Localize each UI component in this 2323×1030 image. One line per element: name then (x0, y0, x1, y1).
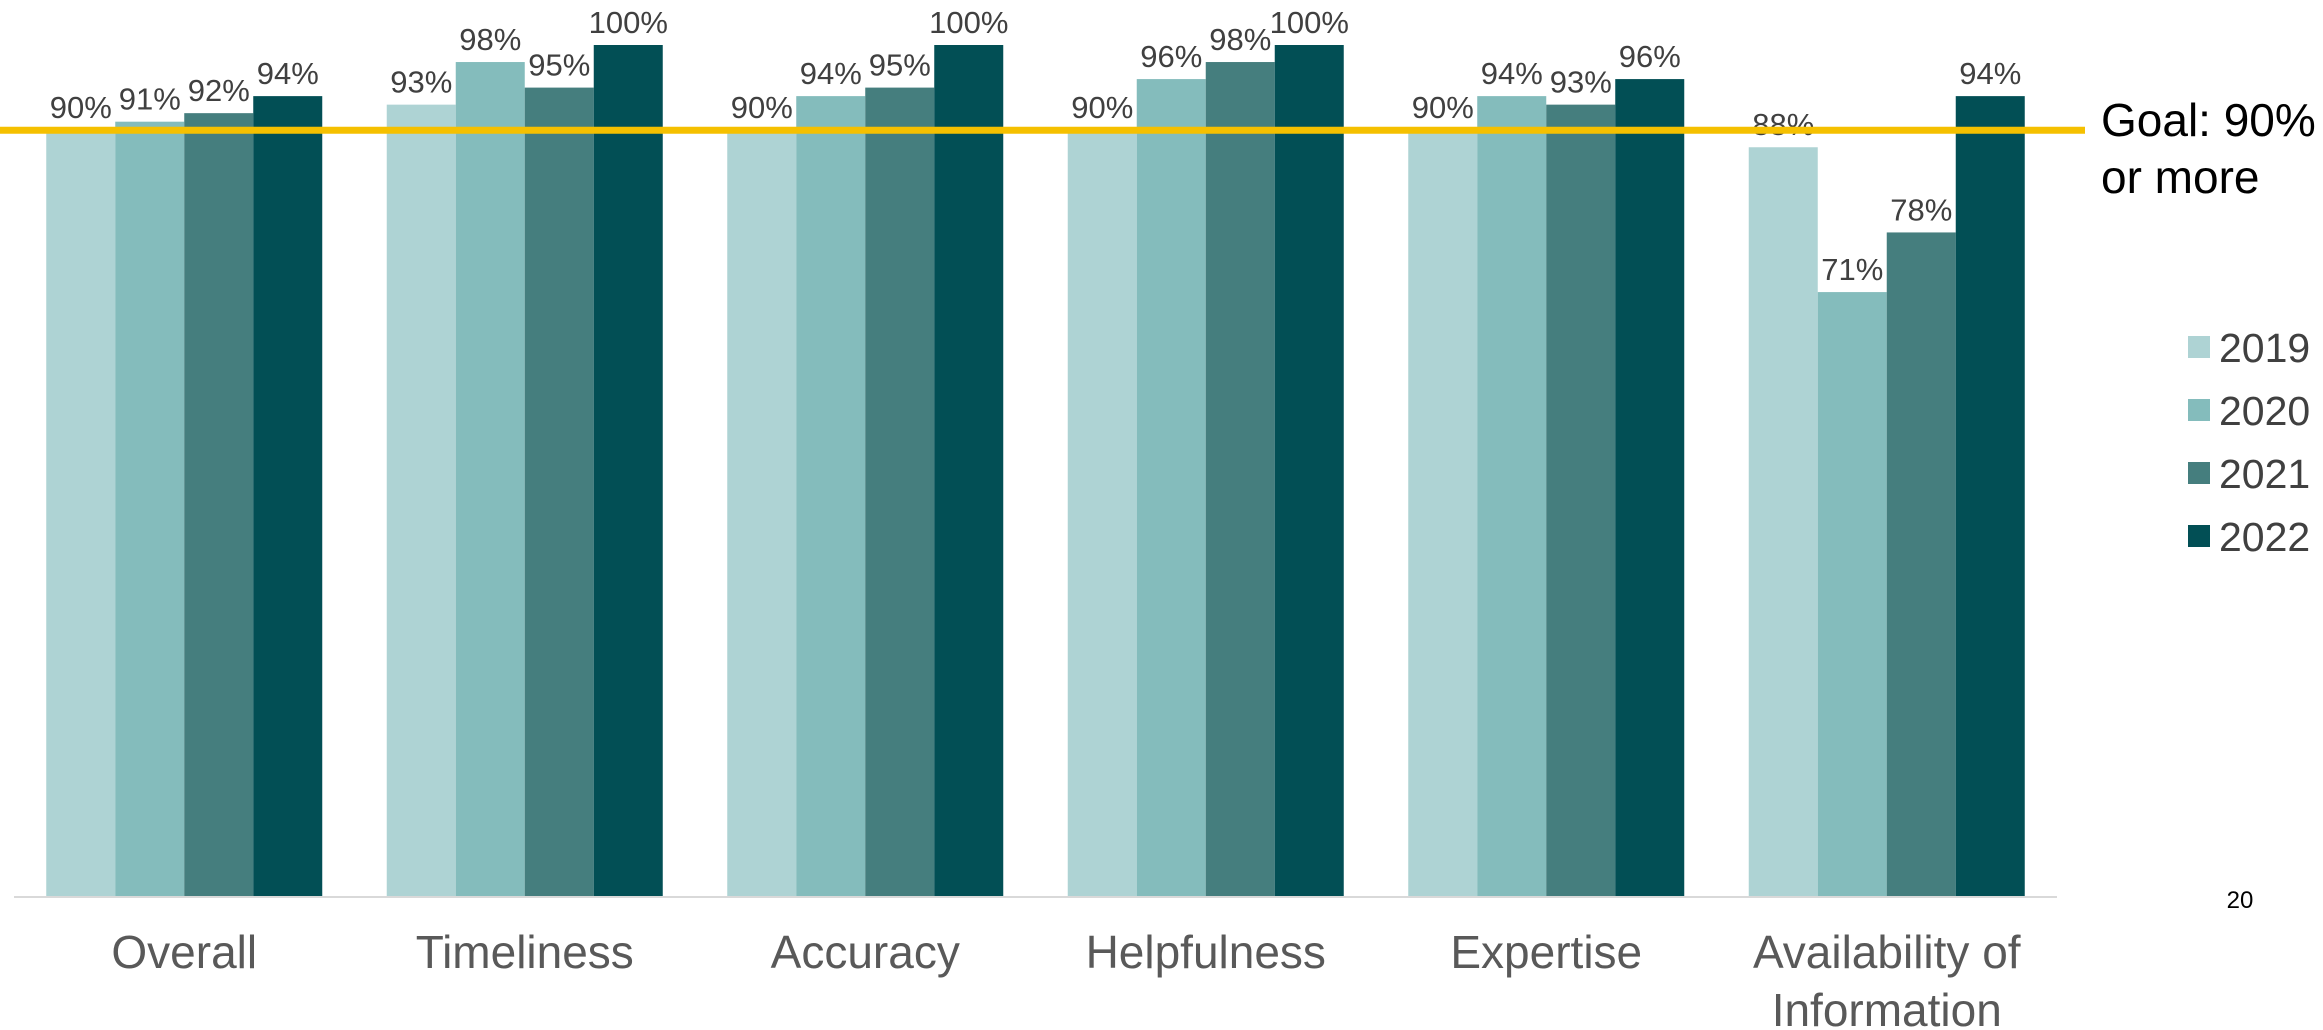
data-label-expertise-2021: 93% (1550, 65, 1612, 100)
legend: 2019 2020 2021 2022 (2188, 325, 2310, 560)
data-label-expertise-2022: 96% (1619, 39, 1681, 74)
data-label-overall-2020: 91% (119, 82, 181, 117)
category-label-availability-of-information: Availability of Information (1753, 926, 2021, 1030)
page-number: 20 (2227, 887, 2254, 914)
bar-overall-2021 (184, 113, 254, 897)
data-label-expertise-2020: 94% (1481, 56, 1543, 91)
data-label-helpfulness-2019: 90% (1071, 90, 1133, 125)
legend-swatch-2020 (2188, 399, 2210, 421)
bar-helpfulness-2022 (1274, 45, 1344, 897)
data-label-expertise-2019: 90% (1412, 90, 1474, 125)
data-label-availability-of-information-2022: 94% (1959, 56, 2021, 91)
bar-availability-of-information-2019 (1748, 147, 1818, 898)
data-label-accuracy-2020: 94% (800, 56, 862, 91)
goal-label-line2: or more (2101, 151, 2259, 203)
legend-swatch-2019 (2188, 336, 2210, 358)
bar-accuracy-2022 (934, 45, 1004, 897)
bars-group (46, 45, 2025, 898)
bar-overall-2019 (46, 130, 116, 897)
bar-availability-of-information-2020 (1817, 292, 1887, 898)
data-label-helpfulness-2021: 98% (1209, 22, 1271, 57)
bar-accuracy-2020 (796, 96, 866, 898)
bar-overall-2020 (115, 121, 185, 898)
data-label-helpfulness-2020: 96% (1140, 39, 1202, 74)
data-label-availability-of-information-2020: 71% (1821, 252, 1883, 287)
legend-swatch-2022 (2188, 525, 2210, 547)
data-label-timeliness-2020: 98% (459, 22, 521, 57)
data-label-overall-2022: 94% (257, 56, 319, 91)
bar-accuracy-2021 (865, 87, 935, 898)
data-label-timeliness-2019: 93% (390, 65, 452, 100)
bar-availability-of-information-2022 (1955, 96, 2025, 898)
data-labels-group: 90% 91% 92% 94% 93%98%95%100%90%94% 95%100%90… (50, 5, 2022, 287)
data-label-helpfulness-2022: 100% (1270, 5, 1349, 40)
legend-label-2020: 2020 (2219, 388, 2310, 434)
data-label-timeliness-2022: 100% (589, 5, 668, 40)
data-label-accuracy-2022: 100% (929, 5, 1008, 40)
bar-helpfulness-2021 (1205, 62, 1275, 898)
category-label-overall: Overall (111, 926, 257, 978)
bar-expertise-2021 (1546, 104, 1616, 897)
data-label-availability-of-information-2021: 78% (1890, 192, 1952, 227)
legend-swatch-2021 (2188, 462, 2210, 484)
bar-timeliness-2021 (524, 87, 594, 898)
bar-availability-of-information-2021 (1886, 232, 1956, 897)
bar-expertise-2022 (1615, 79, 1685, 897)
category-label-accuracy: Accuracy (771, 926, 960, 978)
bar-timeliness-2022 (593, 45, 663, 897)
category-label-helpfulness: Helpfulness (1086, 926, 1326, 978)
legend-label-2019: 2019 (2219, 325, 2310, 371)
bar-helpfulness-2019 (1067, 130, 1137, 897)
bar-expertise-2019 (1408, 130, 1478, 897)
data-label-accuracy-2019: 90% (731, 90, 793, 125)
category-labels-group: Overall Timeliness Accuracy Helpfulness Expe… (111, 926, 2020, 1030)
data-label-overall-2019: 90% (50, 90, 112, 125)
bar-overall-2022 (253, 96, 323, 898)
data-label-availability-of-information-2019: 88% (1752, 107, 1814, 142)
bar-accuracy-2019 (727, 130, 797, 897)
data-label-timeliness-2021: 95% (528, 48, 590, 83)
legend-label-2022: 2022 (2219, 514, 2310, 560)
bar-timeliness-2020 (455, 62, 525, 898)
goal-label-line1: Goal: 90% (2101, 94, 2316, 146)
bar-expertise-2020 (1477, 96, 1547, 898)
bar-timeliness-2019 (386, 104, 456, 897)
category-label-expertise: Expertise (1450, 926, 1642, 978)
data-label-overall-2021: 92% (188, 73, 250, 108)
bar-helpfulness-2020 (1136, 79, 1206, 897)
category-label-timeliness: Timeliness (416, 926, 634, 978)
legend-label-2021: 2021 (2219, 451, 2310, 497)
data-label-accuracy-2021: 95% (869, 48, 931, 83)
